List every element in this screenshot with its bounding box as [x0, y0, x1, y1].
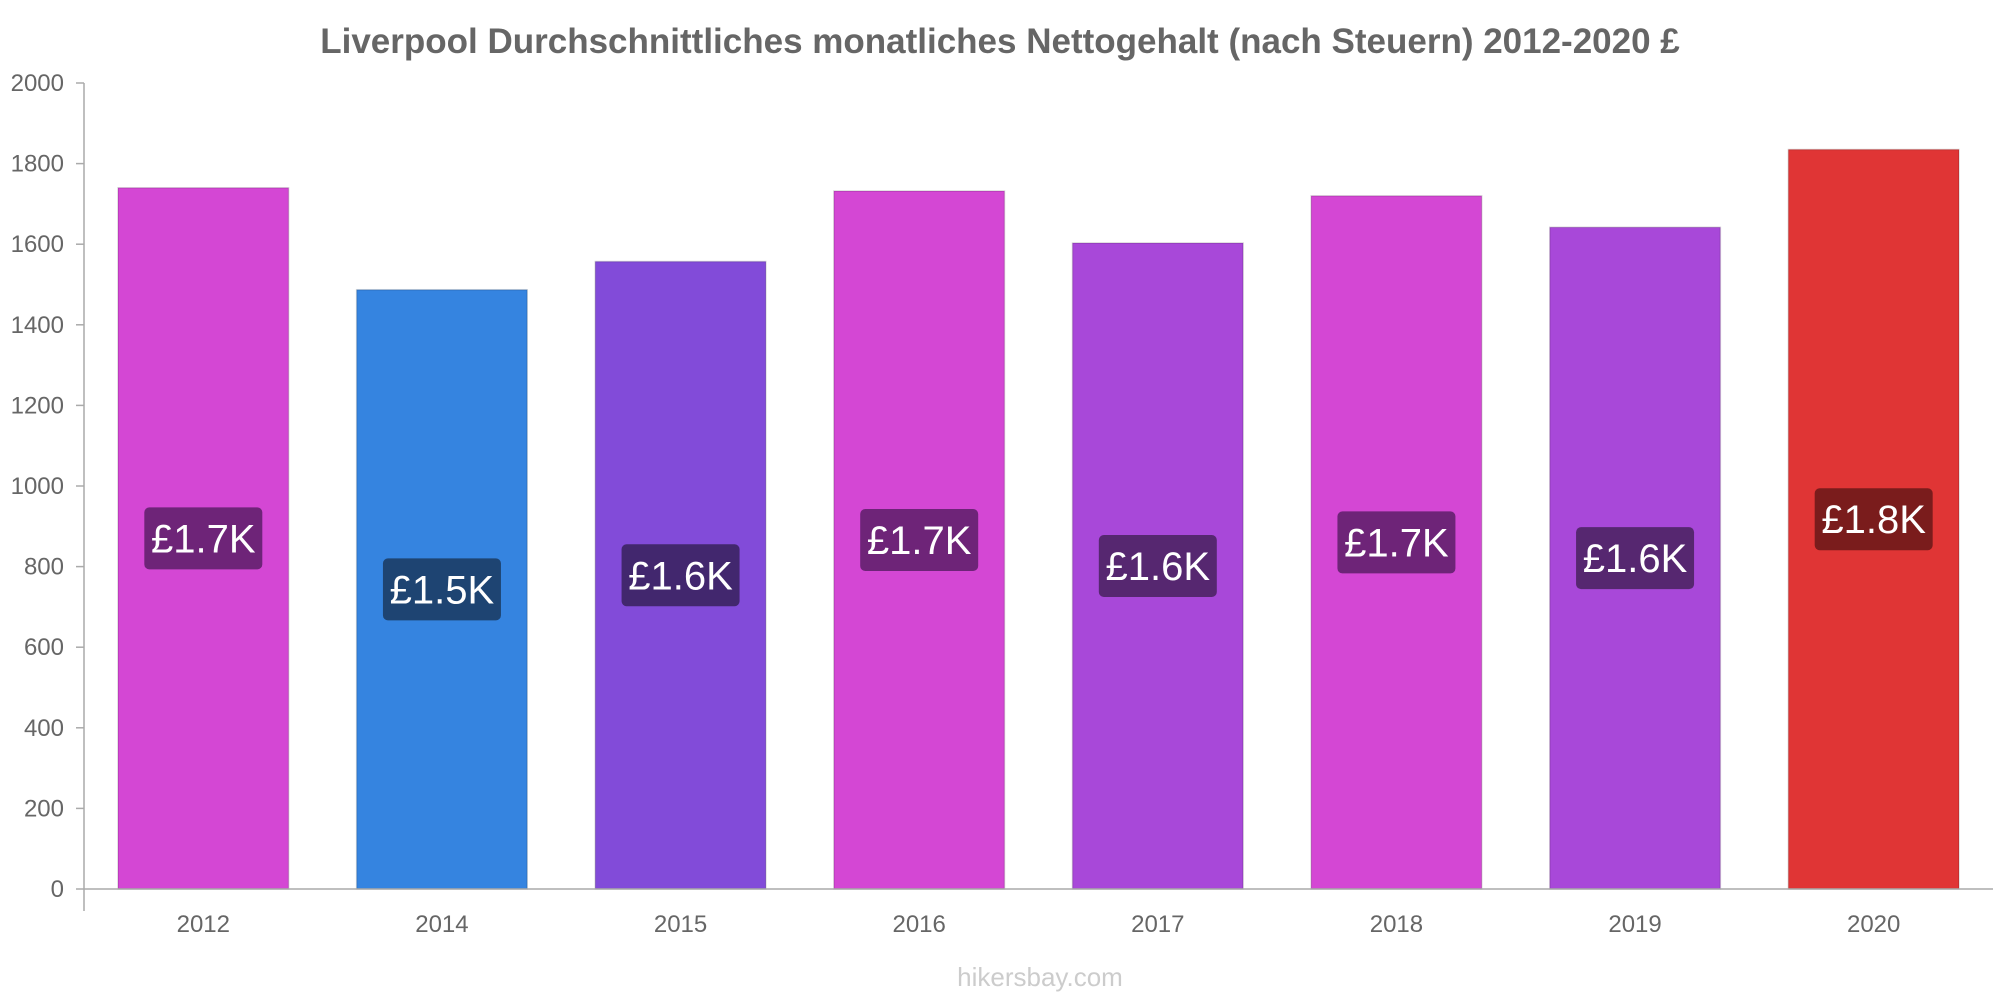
watermark: hikersbay.com [957, 962, 1123, 992]
data-label: £1.7K [867, 519, 972, 563]
bar-group-2020: £1.8K [1787, 148, 1960, 890]
data-label-badge [621, 544, 740, 607]
bars-group: £1.7K £1.5K £1.6K £1.7K £1.6K £1.7K £1.6K £1.8K [117, 148, 1960, 890]
bar-group-2017: £1.6K [1071, 242, 1244, 890]
y-axis: 0 200 400 600 800 1000 1200 1400 1600 1800 2000 [11, 70, 85, 911]
bar-group-2012: £1.7K [117, 187, 290, 890]
data-label-badge [1814, 488, 1933, 551]
x-tick-label: 2016 [892, 911, 945, 938]
chart-title: Liverpool Durchschnittliches monatliches… [320, 22, 1680, 61]
y-tick-label: 1400 [11, 312, 64, 339]
y-tick-label: 1800 [11, 151, 64, 178]
data-label-badge [860, 509, 979, 572]
x-tick-label: 2019 [1608, 911, 1661, 938]
y-tick-label: 1000 [11, 473, 64, 500]
x-tick-label: 2017 [1131, 911, 1184, 938]
data-label: £1.8K [1821, 498, 1926, 542]
data-label: £1.6K [1583, 537, 1688, 581]
data-label: £1.6K [1106, 545, 1211, 589]
x-tick-label: 2018 [1370, 911, 1423, 938]
data-label-badge [144, 507, 263, 570]
y-tick-label: 800 [24, 554, 64, 581]
data-label: £1.7K [151, 517, 256, 561]
x-axis: 2012 2014 2015 2016 2017 2018 2019 2020 [84, 888, 1993, 938]
data-label: £1.7K [1344, 521, 1449, 565]
data-label-badge [382, 558, 501, 621]
y-tick-label: 1600 [11, 231, 64, 258]
y-tick-label: 600 [24, 634, 64, 661]
x-tick-label: 2020 [1847, 911, 1900, 938]
data-label-badge [1337, 511, 1456, 574]
x-tick-label: 2012 [177, 911, 230, 938]
bar-group-2015: £1.6K [594, 260, 767, 890]
y-tick-label: 400 [24, 715, 64, 742]
data-label: £1.5K [390, 568, 495, 612]
y-tick-label: 1200 [11, 392, 64, 419]
y-tick-label: 0 [51, 876, 64, 903]
bar-group-2019: £1.6K [1549, 226, 1722, 890]
x-tick-label: 2015 [654, 911, 707, 938]
y-tick-label: 2000 [11, 70, 64, 97]
data-label-badge [1576, 527, 1695, 590]
x-tick-label: 2014 [415, 911, 468, 938]
data-label: £1.6K [628, 554, 733, 598]
y-tick-label: 200 [24, 795, 64, 822]
bar-group-2016: £1.7K [833, 190, 1006, 890]
data-label-badge [1098, 534, 1217, 597]
bar-group-2018: £1.7K [1310, 195, 1483, 890]
bar-group-2014: £1.5K [355, 288, 528, 890]
